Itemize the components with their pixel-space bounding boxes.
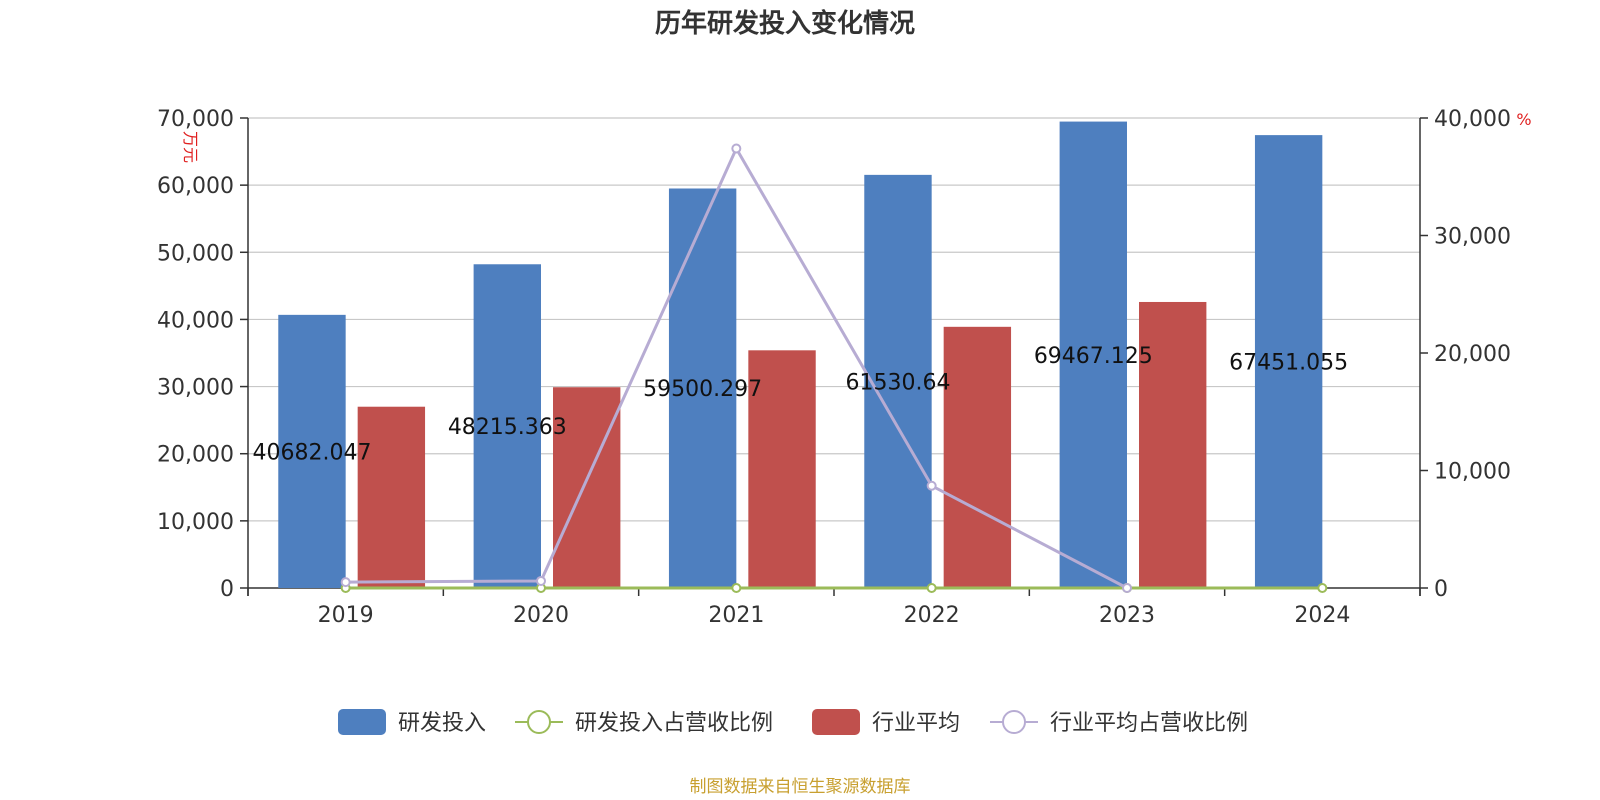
rd-bar — [473, 264, 541, 588]
legend: 研发投入 研发投入占营收比例 行业平均 行业平均占营收比例 — [338, 709, 1248, 736]
left-axis-tick-label: 60,000 — [157, 174, 234, 199]
rd-bar — [864, 174, 932, 588]
legend-swatch-marker — [527, 710, 551, 734]
rd-value-label: 67451.055 — [1229, 351, 1348, 376]
line-point — [731, 143, 742, 154]
line-point — [731, 583, 742, 593]
rd-value-label: 48215.363 — [448, 415, 567, 440]
chart-title: 历年研发投入变化情况 — [655, 8, 915, 39]
x-axis-tick-label: 2020 — [513, 603, 569, 628]
x-axis-tick-label: 2023 — [1099, 603, 1155, 628]
right-axis-tick-label: 40,000 — [1434, 107, 1511, 132]
right-axis-tick-label: 30,000 — [1434, 225, 1511, 250]
line-point — [340, 577, 351, 588]
rd-bar — [1254, 135, 1323, 588]
rd-value-label: 61530.64 — [845, 370, 950, 395]
legend-label: 研发投入 — [398, 711, 486, 736]
industry-bar — [357, 406, 426, 588]
line-series — [340, 143, 1328, 593]
left-axis-tick-label: 40,000 — [157, 308, 234, 333]
x-axis-tick-label: 2022 — [904, 603, 960, 628]
left-axis-tick-label: 0 — [220, 577, 234, 602]
left-axis-unit: 万元 — [181, 131, 200, 163]
legend-label: 研发投入占营收比例 — [575, 711, 773, 736]
rd-bar — [1059, 121, 1127, 588]
industry-bar — [748, 350, 816, 588]
grid-lines — [248, 117, 1420, 522]
rd-value-label: 40682.047 — [252, 440, 371, 465]
rd-bar — [278, 314, 346, 588]
data-labels: 40682.047 48215.363 59500.297 61530.64 69467… — [252, 344, 1348, 466]
axes: 0 10,000 20,000 30,000 40,000 50,000 60,000 70,… — [157, 107, 1511, 628]
left-axis-tick-label: 10,000 — [157, 510, 234, 535]
line-point — [536, 575, 546, 586]
rd-value-label: 69467.125 — [1034, 344, 1153, 369]
legend-swatch-bar — [812, 709, 860, 735]
line-point — [926, 480, 937, 491]
legend-label: 行业平均 — [872, 711, 960, 736]
line-point — [1317, 583, 1328, 593]
industry-bar — [553, 387, 621, 588]
industry-bar — [943, 326, 1012, 588]
legend-label: 行业平均占营收比例 — [1050, 711, 1248, 736]
legend-swatch-bar — [338, 709, 386, 735]
x-axis-tick-label: 2024 — [1294, 603, 1350, 628]
right-axis-unit: % — [1516, 110, 1531, 129]
line-point — [926, 583, 937, 593]
left-axis-tick-label: 30,000 — [157, 376, 234, 401]
left-axis-tick-label: 20,000 — [157, 443, 234, 468]
left-axis-tick-label: 50,000 — [157, 241, 234, 266]
line-point — [1122, 583, 1132, 593]
source-note: 制图数据来自恒生聚源数据库 — [690, 777, 911, 797]
right-axis-tick-label: 10,000 — [1434, 460, 1511, 485]
legend-swatch-marker — [1002, 710, 1026, 734]
x-axis-tick-label: 2019 — [318, 603, 374, 628]
rd-bar — [668, 188, 737, 589]
industry-bar — [1139, 301, 1207, 588]
left-axis-tick-label: 70,000 — [157, 107, 234, 132]
rd-value-label: 59500.297 — [643, 377, 762, 402]
x-axis-tick-label: 2021 — [708, 603, 764, 628]
bar-series — [278, 121, 1323, 589]
right-axis-tick-label: 0 — [1434, 577, 1448, 602]
right-axis-tick-label: 20,000 — [1434, 342, 1511, 367]
